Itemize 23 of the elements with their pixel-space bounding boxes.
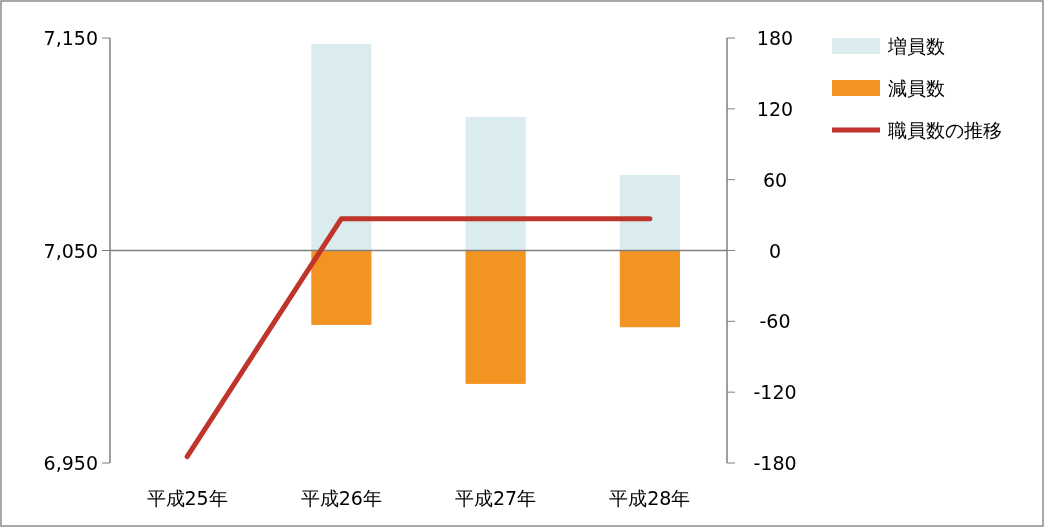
x-tick-label: 平成25年 — [146, 487, 228, 509]
bar — [619, 250, 680, 328]
bar — [311, 250, 372, 325]
bar — [311, 43, 372, 251]
y-tick-label: 6,950 — [43, 452, 98, 474]
bar — [465, 250, 526, 384]
y2-tick-label: 180 — [756, 27, 794, 49]
y-tick-label: 7,150 — [43, 27, 98, 49]
y2-tick-label: -60 — [759, 310, 791, 333]
legend-label: 増員数 — [887, 35, 945, 57]
x-tick-label: 平成28年 — [609, 487, 691, 509]
y2-tick-label: -180 — [753, 452, 797, 474]
y2-tick-label: 120 — [756, 97, 794, 120]
x-tick-label: 平成27年 — [455, 487, 537, 509]
legend-label: 職員数の推移 — [888, 119, 1002, 141]
legend-label: 減員数 — [888, 77, 945, 99]
y2-tick-label: 60 — [762, 168, 788, 191]
bar — [465, 117, 526, 251]
y-tick-label: 7,050 — [43, 239, 98, 262]
bar — [619, 174, 680, 251]
x-tick-label: 平成26年 — [300, 487, 382, 509]
y2-tick-label: 0 — [768, 239, 782, 262]
y2-tick-label: -120 — [753, 381, 797, 404]
